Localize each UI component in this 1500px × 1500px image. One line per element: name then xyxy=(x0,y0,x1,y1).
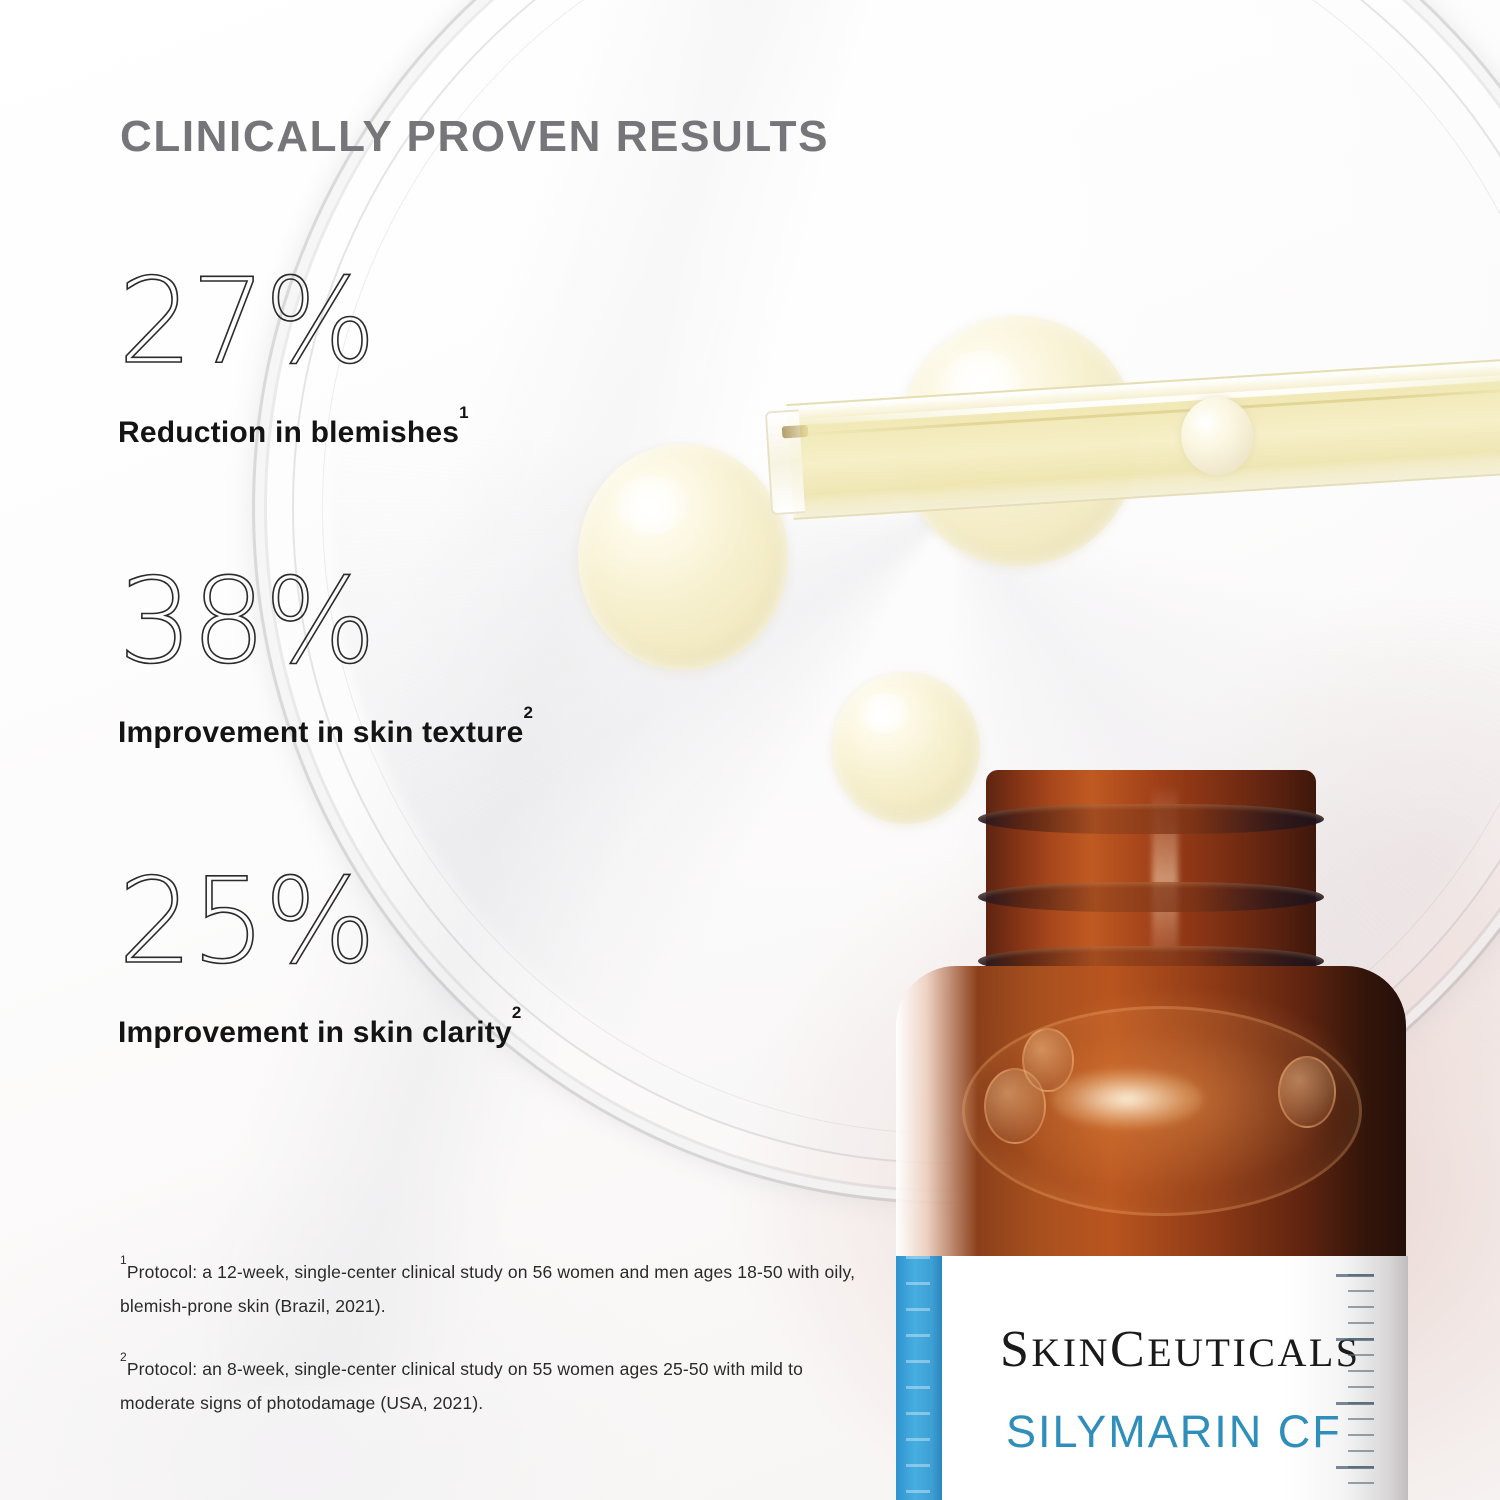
bottle-label: SKINCEUTICALS SILYMARIN CF xyxy=(896,1256,1408,1500)
footnote-text-2: Protocol: an 8-week, single-center clini… xyxy=(120,1359,803,1413)
footnote-text-1: Protocol: a 12-week, single-center clini… xyxy=(120,1262,856,1316)
stat-footnote-marker-3: 2 xyxy=(511,1003,522,1023)
bottle-thread-ring-1 xyxy=(978,804,1324,834)
stat-footnote-marker-2: 2 xyxy=(523,703,534,723)
stat-block-clarity: 25% Improvement in skin clarity2 xyxy=(117,852,522,1050)
bottle-gloss-highlight xyxy=(1052,1070,1202,1128)
stat-block-texture: 38% Improvement in skin texture2 xyxy=(117,552,533,750)
stat-caption-text-3: Improvement in skin clarity xyxy=(118,1016,512,1049)
serum-droplet-medium xyxy=(578,444,788,670)
stat-footnote-marker-1: 1 xyxy=(459,403,469,423)
stat-caption-text-1: Reduction in blemishes xyxy=(118,416,460,449)
label-measurement-major-ticks xyxy=(1336,1274,1374,1498)
bottle-thread-ring-2 xyxy=(978,882,1324,912)
label-blue-band xyxy=(896,1256,942,1500)
stat-value-1: 27% xyxy=(117,252,377,390)
footnotes-block: 1Protocol: a 12-week, single-center clin… xyxy=(120,1252,860,1420)
product-name-text: SILYMARIN CF xyxy=(1006,1406,1342,1457)
label-curve-shading xyxy=(1342,1256,1408,1500)
footnote-marker-2: 2 xyxy=(120,1350,127,1365)
bottle-bubble-3 xyxy=(1278,1056,1336,1128)
stat-value-2: 38% xyxy=(117,552,377,690)
stat-value-3: 25% xyxy=(117,852,377,990)
footnote-2: 2Protocol: an 8-week, single-center clin… xyxy=(120,1350,860,1420)
stat-caption-text-2: Improvement in skin texture xyxy=(118,716,524,749)
serum-droplet-small xyxy=(832,672,980,824)
stat-caption-1: Reduction in blemishes1 xyxy=(118,403,469,450)
label-blue-band-markings xyxy=(906,1256,930,1500)
brand-euticals: EUTICALS xyxy=(1147,1330,1361,1375)
stat-caption-2: Improvement in skin texture2 xyxy=(118,703,533,750)
product-bottle: SKINCEUTICALS SILYMARIN CF xyxy=(866,770,1426,1500)
stat-block-blemishes: 27% Reduction in blemishes1 xyxy=(117,252,469,450)
pipette-tip-shadow xyxy=(781,424,809,439)
brand-logo-text: SKINCEUTICALS xyxy=(1000,1321,1361,1378)
brand-kin: KIN xyxy=(1031,1330,1111,1375)
stat-caption-3: Improvement in skin clarity2 xyxy=(118,1003,522,1050)
footnote-marker-1: 1 xyxy=(120,1252,127,1267)
page-title: CLINICALLY PROVEN RESULTS xyxy=(120,112,830,161)
footnote-1: 1Protocol: a 12-week, single-center clin… xyxy=(120,1252,860,1323)
bottle-inner-swirl xyxy=(962,1006,1362,1216)
